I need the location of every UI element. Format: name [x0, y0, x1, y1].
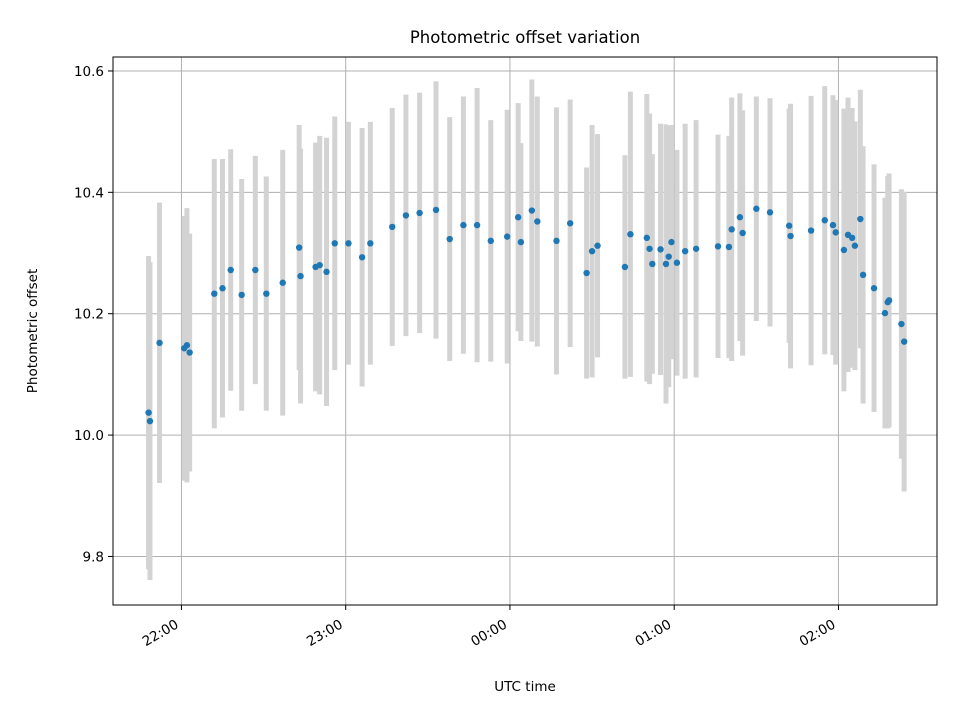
data-point — [728, 226, 735, 233]
data-point — [316, 261, 323, 269]
data-point — [279, 279, 286, 286]
data-point — [345, 240, 352, 247]
data-point — [885, 297, 893, 304]
data-point — [528, 207, 536, 214]
data-point — [367, 240, 374, 247]
data-point — [446, 235, 453, 243]
data-point — [517, 238, 525, 246]
data-point — [186, 349, 193, 356]
data-point — [263, 290, 270, 297]
data-point — [514, 214, 522, 221]
data-point — [504, 233, 511, 240]
data-point — [870, 285, 878, 292]
data-point — [859, 271, 867, 279]
y-tick-label: 10.4 — [74, 185, 104, 201]
data-point — [566, 220, 574, 227]
data-points — [145, 205, 908, 425]
data-point — [487, 237, 494, 245]
data-point — [389, 223, 396, 231]
data-point — [840, 246, 848, 254]
data-point — [432, 206, 440, 214]
data-point — [753, 205, 760, 212]
data-point — [252, 266, 259, 274]
data-point — [588, 247, 596, 255]
data-point — [534, 218, 541, 225]
data-point — [673, 259, 681, 266]
data-point — [665, 253, 672, 260]
data-point — [183, 342, 191, 349]
y-tick-label: 10.2 — [74, 307, 104, 323]
data-point — [358, 254, 366, 261]
data-point — [829, 221, 837, 229]
data-point — [643, 234, 651, 242]
data-point — [211, 290, 218, 297]
y-tick-label: 10.6 — [74, 64, 104, 80]
x-axis-label: UTC time — [494, 679, 556, 695]
chart-title: Photometric offset variation — [410, 28, 640, 47]
data-point — [621, 263, 629, 271]
y-tick-label: 10.0 — [74, 428, 104, 444]
data-point — [219, 285, 226, 292]
data-point — [787, 232, 794, 240]
data-point — [662, 260, 670, 268]
plot-frame — [112, 56, 938, 606]
data-point — [881, 309, 889, 317]
data-point — [807, 227, 815, 234]
data-point — [295, 244, 303, 251]
data-point — [898, 320, 905, 328]
data-point — [857, 215, 864, 223]
data-point — [156, 339, 163, 347]
y-axis-label: Photometric offset — [25, 269, 41, 393]
data-point — [766, 209, 774, 216]
data-point — [657, 246, 664, 253]
data-point — [848, 234, 856, 242]
grid-lines — [113, 57, 937, 605]
data-point — [145, 409, 152, 416]
data-point — [583, 269, 590, 277]
data-point — [146, 417, 154, 425]
data-point — [832, 229, 839, 236]
data-point — [331, 240, 338, 247]
data-point — [473, 221, 481, 229]
data-point — [553, 237, 560, 245]
data-point — [402, 212, 410, 219]
data-point — [460, 221, 467, 229]
data-point — [323, 268, 330, 276]
data-point — [736, 214, 744, 221]
data-point — [692, 245, 700, 252]
data-point — [416, 209, 423, 217]
data-point — [649, 260, 656, 268]
data-point — [900, 338, 908, 345]
data-point — [227, 266, 234, 274]
data-point — [714, 243, 722, 250]
data-point — [668, 238, 675, 246]
data-point — [594, 242, 601, 249]
data-point — [725, 243, 733, 251]
data-point — [821, 217, 828, 224]
data-point — [739, 229, 746, 237]
data-point — [627, 231, 634, 238]
y-tick-label: 9.8 — [83, 549, 104, 565]
data-point — [785, 222, 793, 229]
data-point — [238, 291, 245, 299]
data-point — [646, 245, 653, 252]
data-point — [851, 242, 859, 249]
data-point — [297, 272, 304, 280]
data-point — [681, 247, 689, 255]
